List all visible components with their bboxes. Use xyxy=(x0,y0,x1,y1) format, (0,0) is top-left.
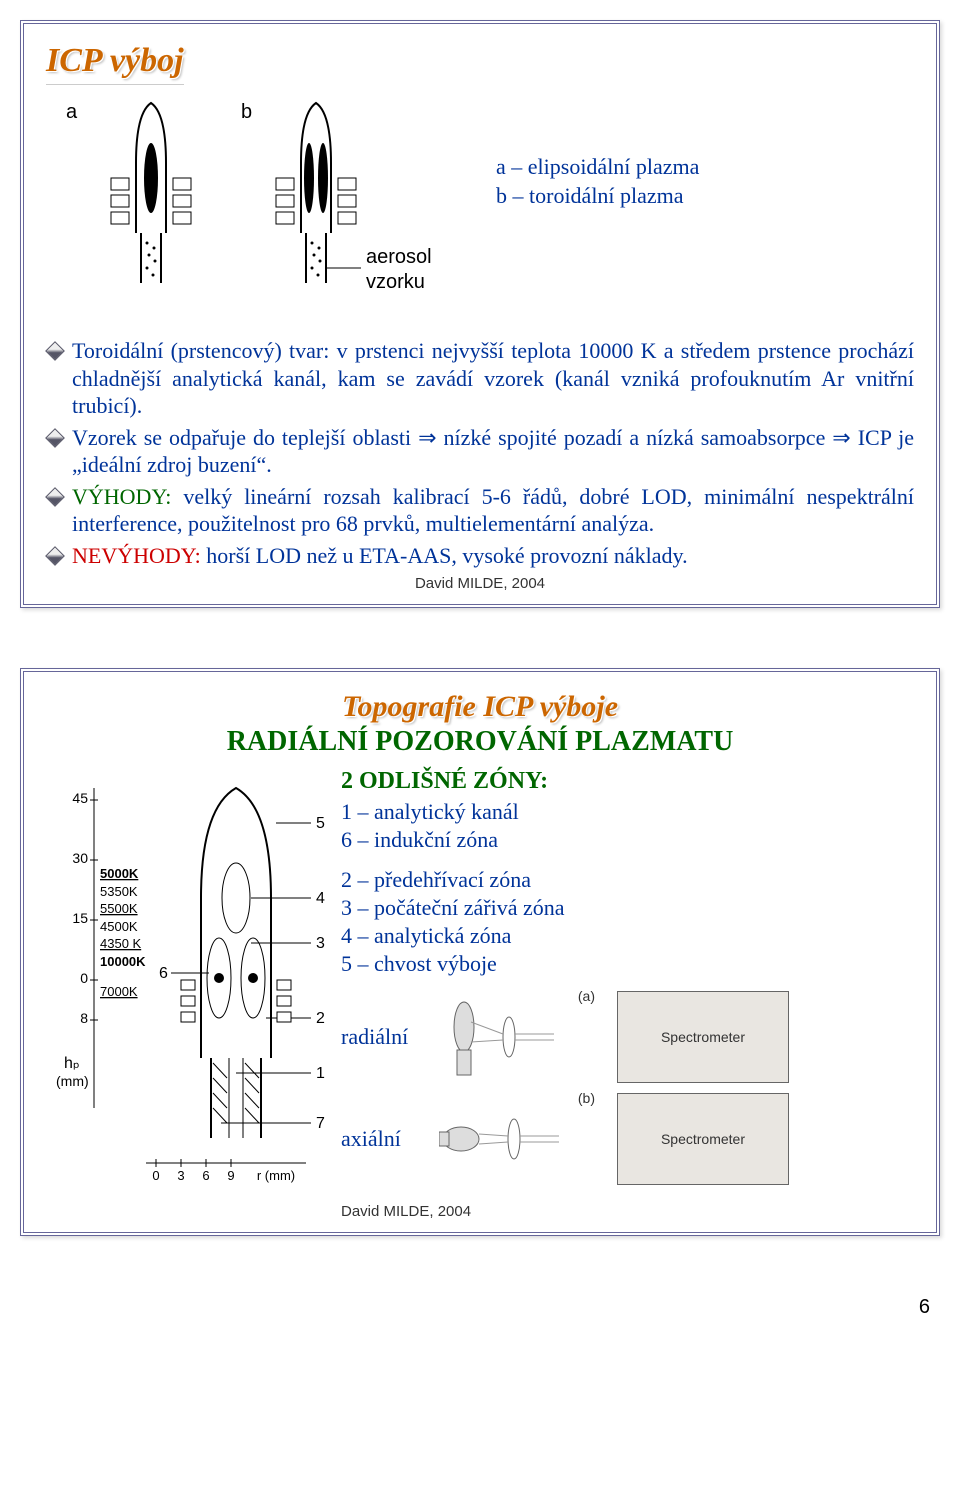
svg-text:5350K: 5350K xyxy=(100,884,138,899)
slide-icp-vyboj: ICP výboj a xyxy=(20,20,940,608)
axial-row: axiální (b) Spectrometer xyxy=(341,1093,914,1185)
icp-zone-diagram: 45 30 15 0 8 5000K 5350K 5500K 4500K 435… xyxy=(46,768,326,1188)
svg-text:30: 30 xyxy=(72,850,88,866)
zone-a-1: 1 – analytický kanál xyxy=(341,799,914,825)
zones-block-a: 2 ODLIŠNÉ ZÓNY: 1 – analytický kanál 6 –… xyxy=(341,768,914,853)
svg-text:5000K: 5000K xyxy=(100,866,139,881)
slide2-title: Topografie ICP výboje xyxy=(46,690,914,724)
radial-mini-diagram: (a) xyxy=(439,992,599,1082)
svg-text:4500K: 4500K xyxy=(100,919,138,934)
svg-text:3: 3 xyxy=(177,1168,184,1183)
slide2-footer: David MILDE, 2004 xyxy=(341,1203,914,1220)
slide2-subtitle: RADIÁLNÍ POZOROVÁNÍ PLAZMATU xyxy=(46,726,914,758)
vzorku-label: vzorku xyxy=(366,271,425,293)
radial-row: radiální (a) xyxy=(341,991,914,1083)
slide2-body: 45 30 15 0 8 5000K 5350K 5500K 4500K 435… xyxy=(46,768,914,1220)
spectrometer-box-a: Spectrometer xyxy=(617,991,789,1083)
svg-text:0: 0 xyxy=(152,1168,159,1183)
slide1-bullets: Toroidální (prstencový) tvar: v prstenci… xyxy=(46,337,914,569)
svg-text:hₚ: hₚ xyxy=(64,1055,80,1072)
svg-text:6: 6 xyxy=(159,965,168,982)
svg-text:2: 2 xyxy=(316,1010,325,1027)
bullet-4: NEVÝHODY: horší LOD než u ETA-AAS, vysok… xyxy=(46,542,914,570)
svg-text:3: 3 xyxy=(316,935,325,952)
svg-text:8: 8 xyxy=(80,1010,88,1026)
svg-text:5: 5 xyxy=(316,815,325,832)
svg-text:15: 15 xyxy=(72,910,88,926)
svg-text:10000K: 10000K xyxy=(100,954,146,969)
zone-b-4: 4 – analytická zóna xyxy=(341,923,914,949)
axial-label: axiální xyxy=(341,1126,421,1152)
bullet-3: VÝHODY: velký lineární rozsah kalibrací … xyxy=(46,483,914,538)
svg-text:7000K: 7000K xyxy=(100,984,138,999)
slide1-footer: David MILDE, 2004 xyxy=(46,575,914,592)
svg-text:0: 0 xyxy=(80,970,88,986)
page-number: 6 xyxy=(20,1296,940,1319)
legend-b: b – toroidální plazma xyxy=(496,182,699,211)
svg-text:9: 9 xyxy=(227,1168,234,1183)
zone-b-5: 5 – chvost výboje xyxy=(341,951,914,977)
zone-b-2: 2 – předehřívací zóna xyxy=(341,867,914,893)
legend-a: a – elipsoidální plazma xyxy=(496,153,699,182)
slide2-right: 2 ODLIŠNÉ ZÓNY: 1 – analytický kanál 6 –… xyxy=(341,768,914,1220)
spectrometer-box-b: Spectrometer xyxy=(617,1093,789,1185)
radial-label: radiální xyxy=(341,1024,421,1050)
svg-text:7: 7 xyxy=(316,1115,325,1132)
svg-text:4: 4 xyxy=(316,890,325,907)
slide-topografie: Topografie ICP výboje RADIÁLNÍ POZOROVÁN… xyxy=(20,668,940,1236)
svg-text:r (mm): r (mm) xyxy=(257,1168,295,1183)
svg-text:4350 K: 4350 K xyxy=(100,936,142,951)
svg-text:6: 6 xyxy=(202,1168,209,1183)
zones-title: 2 ODLIŠNÉ ZÓNY: xyxy=(341,768,914,795)
torch-diagram-ab: a xyxy=(46,93,466,323)
legend-ab: a – elipsoidální plazma b – toroidální p… xyxy=(496,153,699,210)
label-a: a xyxy=(66,101,78,123)
bullet-2: Vzorek se odpařuje do teplejší oblasti ⇒… xyxy=(46,424,914,479)
svg-text:5500K: 5500K xyxy=(100,901,138,916)
bullet-1: Toroidální (prstencový) tvar: v prstenci… xyxy=(46,337,914,420)
slide1-top-row: a xyxy=(46,93,914,323)
title-wrap: ICP výboj xyxy=(46,42,914,85)
zone-b-3: 3 – počáteční zářivá zóna xyxy=(341,895,914,921)
svg-text:1: 1 xyxy=(316,1065,325,1082)
label-b: b xyxy=(241,101,252,123)
svg-text:45: 45 xyxy=(72,790,88,806)
axial-mini-diagram: (b) xyxy=(439,1094,599,1184)
slide1-title: ICP výboj xyxy=(46,42,184,85)
zone-a-6: 6 – indukční zóna xyxy=(341,827,914,853)
svg-text:(mm): (mm) xyxy=(56,1073,89,1089)
zones-block-b: 2 – předehřívací zóna 3 – počáteční záři… xyxy=(341,867,914,977)
aerosol-label: aerosol xyxy=(366,246,432,268)
